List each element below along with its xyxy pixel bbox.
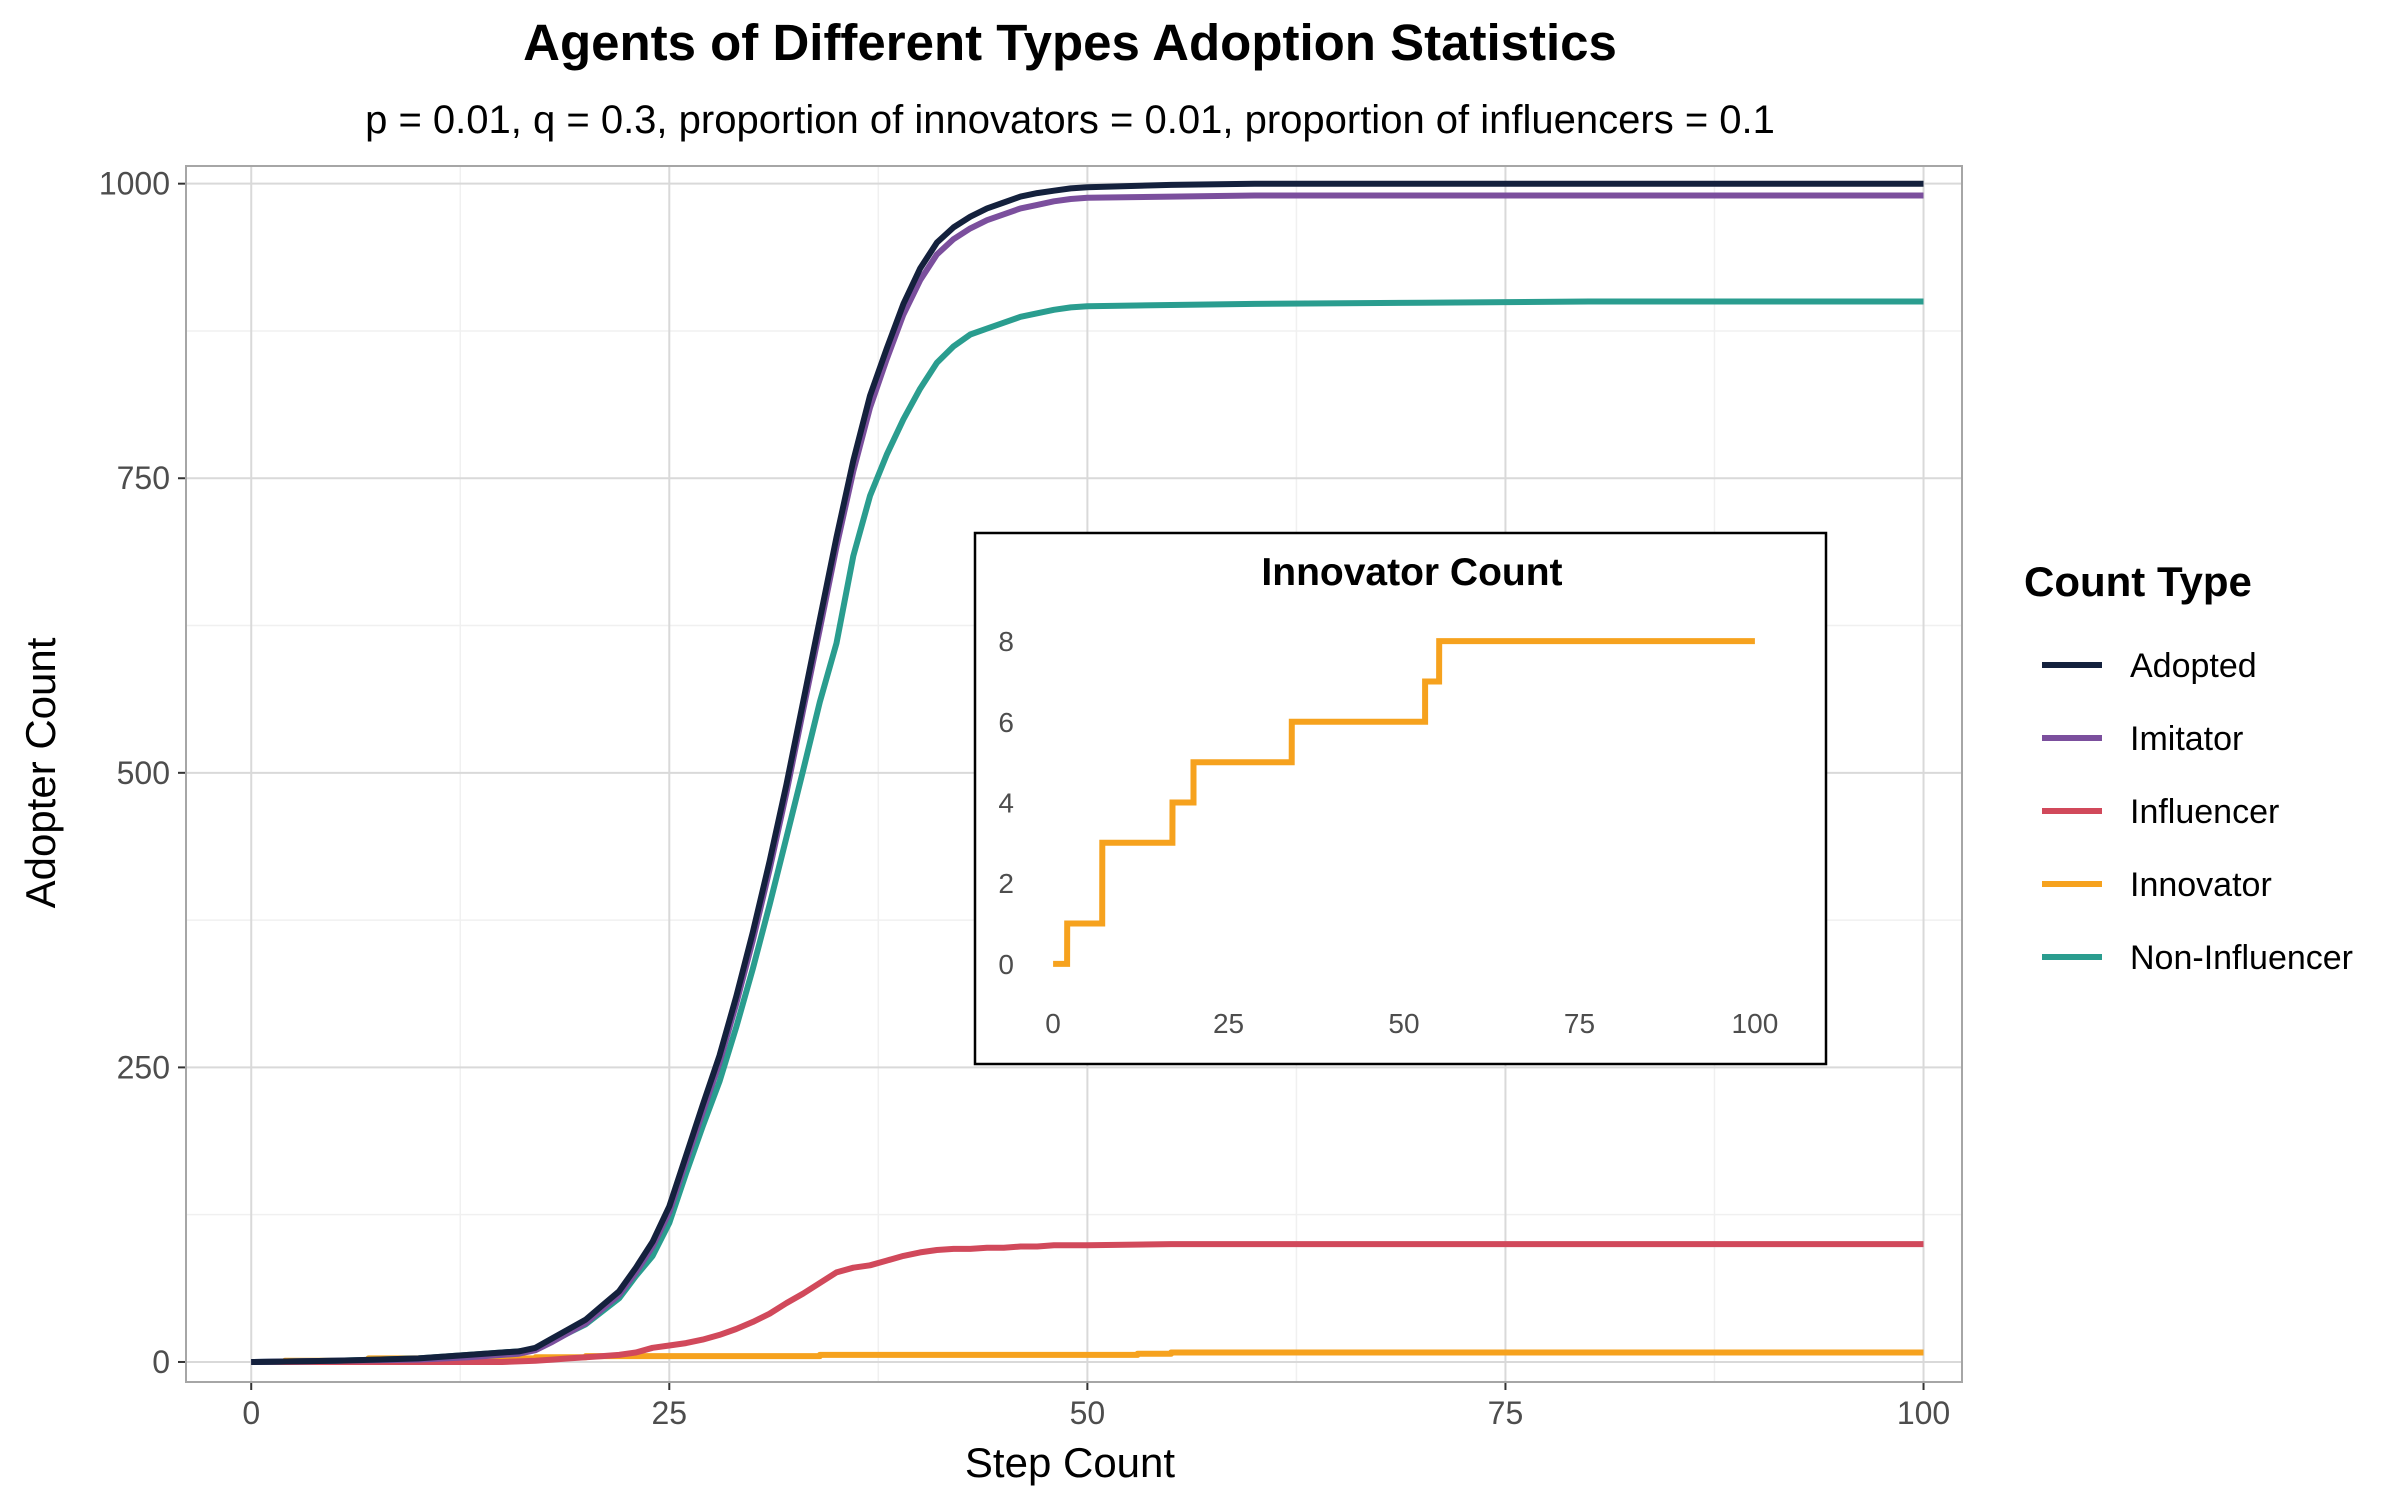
legend-label-influencer: Influencer [2130, 793, 2279, 831]
legend-label-innovator: Innovator [2130, 866, 2272, 904]
x-tick-label: 75 [1488, 1395, 1524, 1431]
x-tick-label: 100 [1897, 1395, 1950, 1431]
x-tick-label: 0 [242, 1395, 260, 1431]
chart-subtitle: p = 0.01, q = 0.3, proportion of innovat… [365, 98, 1775, 142]
inset-x-tick-label: 75 [1564, 1008, 1595, 1039]
inset-x-tick-label: 100 [1732, 1008, 1779, 1039]
x-tick-label: 25 [652, 1395, 688, 1431]
inset-series-line [1053, 638, 1755, 967]
y-tick-label: 0 [152, 1344, 170, 1380]
legend-label-adopted: Adopted [2130, 647, 2257, 685]
inset-title: Innovator Count [1261, 551, 1562, 594]
y-tick-label: 250 [117, 1049, 170, 1085]
chart-title: Agents of Different Types Adoption Stati… [523, 14, 1617, 71]
inset-x-tick-label: 50 [1388, 1008, 1419, 1039]
y-tick-label: 750 [117, 460, 170, 496]
x-tick-label: 50 [1070, 1395, 1106, 1431]
legend-label-imitator: Imitator [2130, 720, 2243, 758]
y-tick-label: 500 [117, 755, 170, 791]
y-axis-title: Adopter Count [17, 637, 64, 908]
inset-y-tick-label: 0 [998, 949, 1014, 980]
plot-border [185, 165, 1963, 1383]
y-tick-label: 1000 [99, 166, 170, 202]
inset-y-tick-label: 8 [998, 626, 1014, 657]
inset-x-tick-label: 0 [1045, 1008, 1061, 1039]
inset-y-tick-label: 2 [998, 868, 1014, 899]
inset-y-tick-label: 6 [998, 707, 1014, 738]
legend-title: Count Type [2024, 558, 2252, 605]
legend-label-non-influencer: Non-Influencer [2130, 939, 2353, 977]
inset-panel [973, 531, 1828, 1066]
x-axis-title: Step Count [965, 1439, 1175, 1486]
inset-x-tick-label: 25 [1213, 1008, 1244, 1039]
series-line-adopted [251, 180, 1924, 1365]
inset-y-tick-label: 4 [998, 788, 1014, 819]
series-line-influencer [251, 1241, 1924, 1365]
